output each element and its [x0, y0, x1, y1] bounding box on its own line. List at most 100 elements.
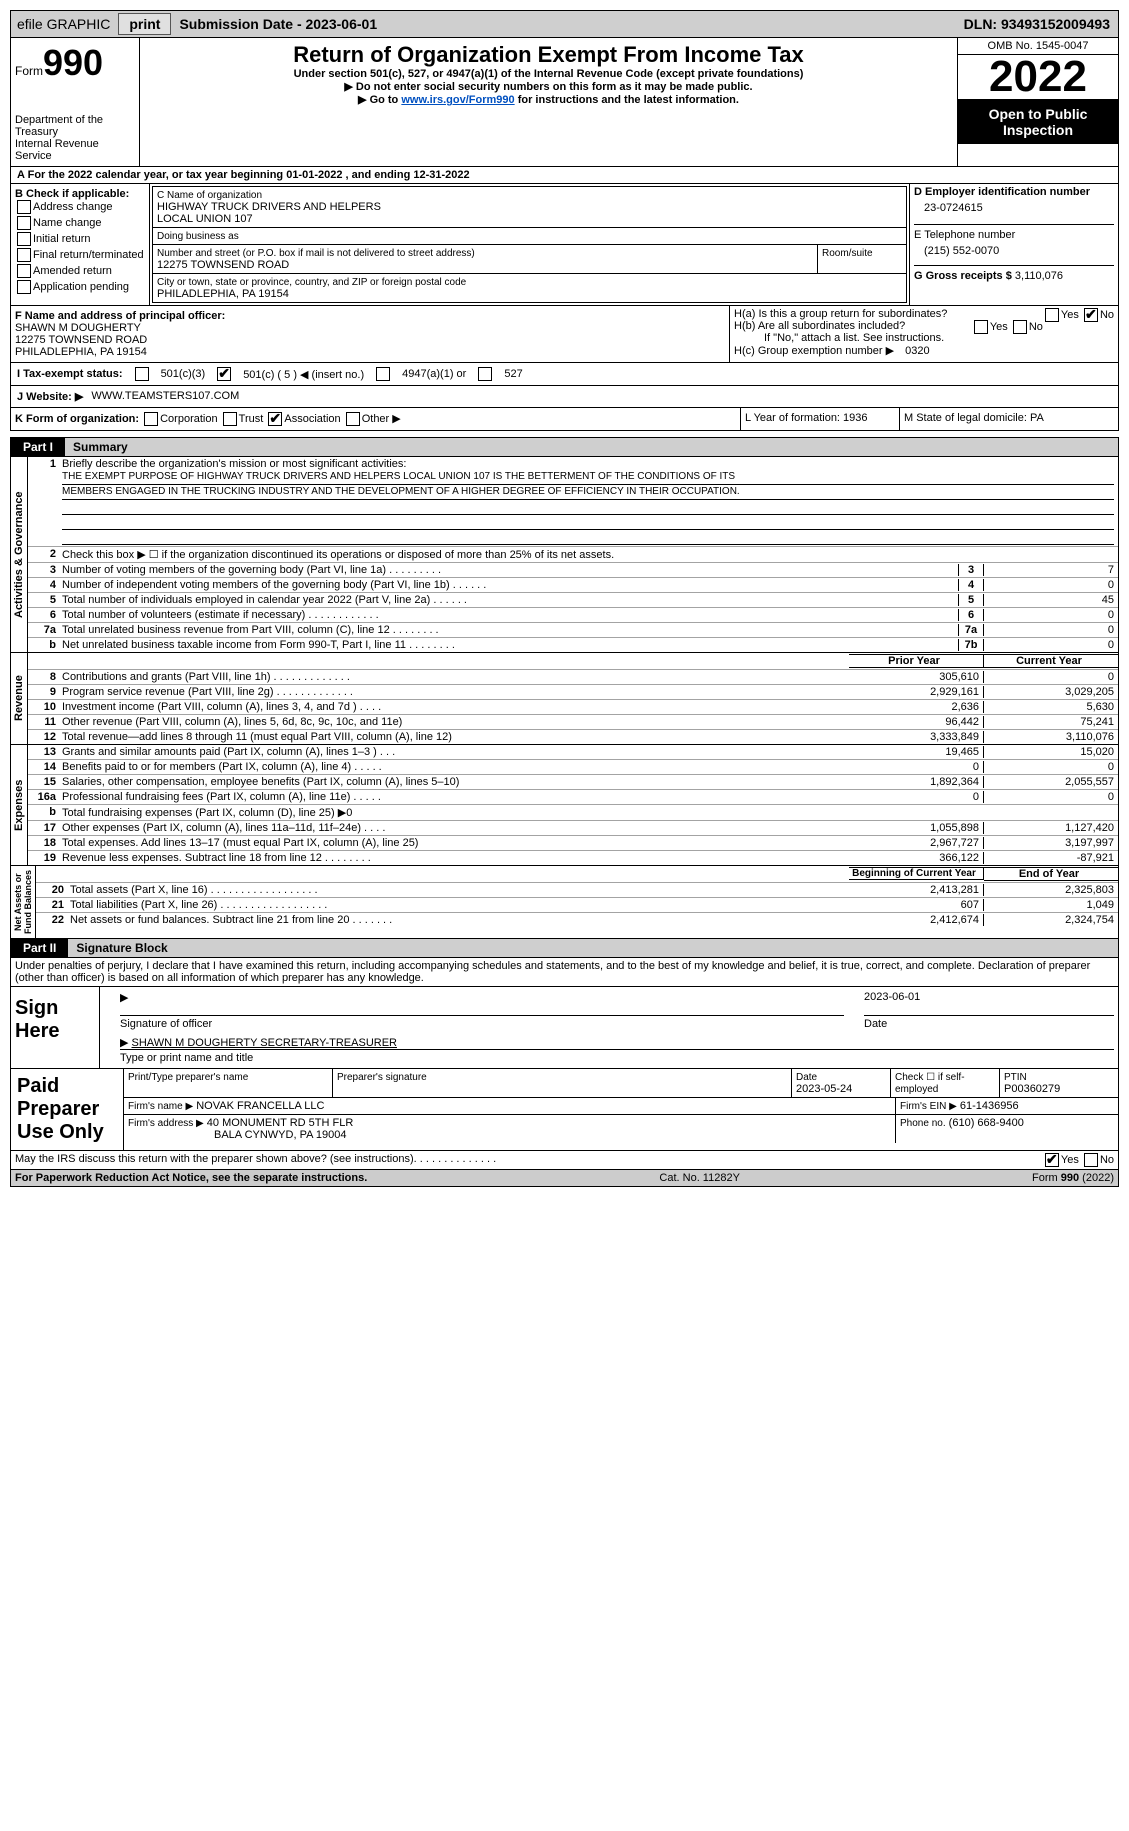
chk-501c3[interactable]	[135, 367, 149, 381]
chk-corp[interactable]	[144, 412, 158, 426]
chk-name-change[interactable]: Name change	[15, 216, 145, 230]
officer-name: SHAWN M DOUGHERTY	[15, 322, 141, 334]
officer-group-section: F Name and address of principal officer:…	[10, 306, 1119, 363]
org-name-line2: LOCAL UNION 107	[157, 213, 253, 225]
mission-text1: THE EXEMPT PURPOSE OF HIGHWAY TRUCK DRIV…	[62, 470, 1114, 485]
line8: 8 Contributions and grants (Part VIII, l…	[28, 669, 1118, 684]
submission-date: Submission Date - 2023-06-01	[173, 16, 377, 32]
form-number: Form990	[15, 42, 135, 84]
line20: 20 Total assets (Part X, line 16) . . . …	[36, 882, 1118, 897]
line9: 9 Program service revenue (Part VIII, li…	[28, 684, 1118, 699]
expenses-body: 13 Grants and similar amounts paid (Part…	[28, 745, 1118, 865]
chk-application-pending[interactable]: Application pending	[15, 280, 145, 294]
part2-header: Part II	[11, 939, 68, 957]
vtab-expenses: Expenses	[11, 745, 28, 865]
line1-num: 1	[28, 458, 62, 470]
line14: 14 Benefits paid to or for members (Part…	[28, 759, 1118, 774]
gross-label: G Gross receipts $	[914, 270, 1012, 282]
line21: 21 Total liabilities (Part X, line 26) .…	[36, 897, 1118, 912]
firm-phone: Phone no. (610) 668-9400	[896, 1115, 1118, 1143]
efile-topbar: efile GRAPHIC print Submission Date - 20…	[10, 10, 1119, 38]
form-org-k: K Form of organization: Corporation Trus…	[11, 408, 741, 430]
summary-grid: Activities & Governance 1 Briefly descri…	[10, 457, 1119, 653]
suite-label: Room/suite	[822, 248, 873, 259]
form-prefix: Form	[15, 64, 43, 78]
open-inspection: Open to Public Inspection	[958, 100, 1118, 144]
prep-row2: Firm's name ▶ NOVAK FRANCELLA LLC Firm's…	[124, 1098, 1118, 1115]
chk-assoc[interactable]	[268, 412, 282, 426]
website-label: J Website: ▶	[17, 390, 83, 403]
website-value: WWW.TEAMSTERS107.COM	[83, 390, 239, 403]
paid-preparer-label: Paid Preparer Use Only	[11, 1069, 124, 1150]
end-year-head: End of Year	[984, 867, 1118, 881]
chk-other[interactable]	[346, 412, 360, 426]
prep-row3: Firm's address ▶ 40 MONUMENT RD 5TH FLR …	[124, 1115, 1118, 1143]
netassets-grid: Net Assets or Fund Balances Beginning of…	[10, 866, 1119, 939]
form-title: Return of Organization Exempt From Incom…	[144, 42, 953, 68]
org-name-field: C Name of organization HIGHWAY TRUCK DRI…	[153, 187, 906, 228]
hc-row: H(c) Group exemption number ▶ 0320	[734, 344, 1114, 357]
org-name-label: C Name of organization	[157, 190, 262, 201]
org-name-line1: HIGHWAY TRUCK DRIVERS AND HELPERS	[157, 201, 381, 213]
chk-initial-return[interactable]: Initial return	[15, 232, 145, 246]
chk-4947[interactable]	[376, 367, 390, 381]
line13: 13 Grants and similar amounts paid (Part…	[28, 745, 1118, 759]
group-return-section: H(a) Is this a group return for subordin…	[730, 306, 1118, 362]
name-address-column: C Name of organization HIGHWAY TRUCK DRI…	[150, 184, 910, 305]
officer-addr1: 12275 TOWNSEND ROAD	[15, 334, 147, 346]
chk-address-change[interactable]: Address change	[15, 200, 145, 214]
chk-final-return[interactable]: Final return/terminated	[15, 248, 145, 262]
officer-label: F Name and address of principal officer:	[15, 310, 225, 322]
line6: 6 Total number of volunteers (estimate i…	[28, 607, 1118, 622]
chk-501c[interactable]	[217, 367, 231, 381]
print-button[interactable]: print	[118, 13, 171, 35]
chk-amended-return[interactable]: Amended return	[15, 264, 145, 278]
ein-field: D Employer identification number 23-0724…	[914, 186, 1114, 224]
sign-here-label: Sign Here	[11, 987, 100, 1068]
line2: 2 Check this box ▶ ☐ if the organization…	[28, 546, 1118, 562]
line16a: 16a Professional fundraising fees (Part …	[28, 789, 1118, 804]
line7a: 7a Total unrelated business revenue from…	[28, 622, 1118, 637]
prep-name-col: Print/Type preparer's name	[124, 1069, 333, 1097]
calendar-year-row: A For the 2022 calendar year, or tax yea…	[10, 167, 1119, 184]
preparer-grid: Print/Type preparer's name Preparer's si…	[124, 1069, 1118, 1150]
mission-blank2	[62, 515, 1114, 530]
part2-title-bar: Part II Signature Block	[10, 939, 1119, 958]
city-value: PHILADLEPHIA, PA 19154	[157, 288, 289, 300]
chk-527[interactable]	[478, 367, 492, 381]
footer-row: For Paperwork Reduction Act Notice, see …	[10, 1170, 1119, 1187]
part1-title: Summary	[65, 438, 136, 456]
firm-ein: Firm's EIN ▶ 61-1436956	[896, 1098, 1118, 1114]
opt-501c: 501(c) ( 5 ) ◀ (insert no.)	[243, 368, 364, 381]
street-value: 12275 TOWNSEND ROAD	[157, 259, 289, 271]
form-header-right: OMB No. 1545-0047 2022 Open to Public In…	[958, 38, 1118, 166]
sig-name-label: Type or print name and title	[120, 1049, 1114, 1064]
tax-year: 2022	[958, 55, 1118, 100]
goto-prefix: ▶ Go to	[358, 94, 401, 106]
mission-label: Briefly describe the organization's miss…	[62, 458, 406, 470]
hb-label: H(b) Are all subordinates included?	[734, 320, 905, 332]
form-num: 990	[43, 42, 103, 83]
goto-suffix: for instructions and the latest informat…	[515, 94, 739, 106]
netassets-body: Beginning of Current Year End of Year 20…	[36, 866, 1118, 938]
discuss-row: May the IRS discuss this return with the…	[10, 1151, 1119, 1170]
hb-note: If "No," attach a list. See instructions…	[734, 332, 1114, 344]
line7b: b Net unrelated business taxable income …	[28, 637, 1118, 652]
principal-officer: F Name and address of principal officer:…	[11, 306, 730, 362]
irs-link[interactable]: www.irs.gov/Form990	[401, 94, 514, 106]
line19: 19 Revenue less expenses. Subtract line …	[28, 850, 1118, 865]
revenue-colheads: Prior Year Current Year	[28, 653, 1118, 669]
current-year-head: Current Year	[984, 654, 1118, 668]
line3: 3 Number of voting members of the govern…	[28, 562, 1118, 577]
city-field: City or town, state or province, country…	[153, 274, 906, 302]
street-field: Number and street (or P.O. box if mail i…	[153, 245, 818, 273]
line18: 18 Total expenses. Add lines 13–17 (must…	[28, 835, 1118, 850]
phone-label: E Telephone number	[914, 229, 1114, 241]
chk-trust[interactable]	[223, 412, 237, 426]
hc-label: H(c) Group exemption number ▶	[734, 345, 894, 357]
line5: 5 Total number of individuals employed i…	[28, 592, 1118, 607]
form-header-mid: Return of Organization Exempt From Incom…	[140, 38, 958, 166]
hc-value: 0320	[897, 345, 929, 357]
dept-treasury: Department of the Treasury Internal Reve…	[15, 114, 135, 162]
prep-ptin-col: PTINP00360279	[1000, 1069, 1118, 1097]
